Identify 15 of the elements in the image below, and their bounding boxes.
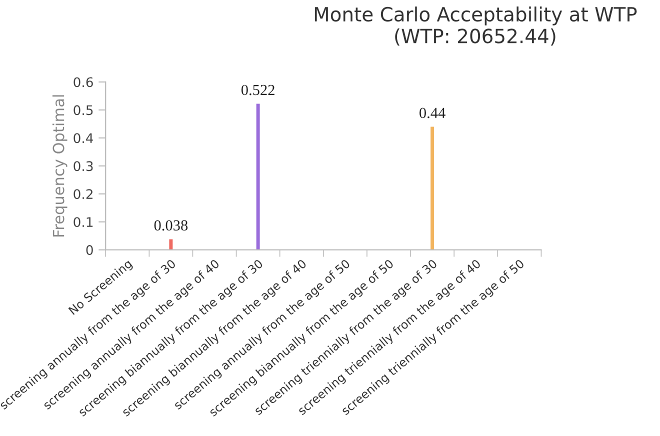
data-label: 0.44 (420, 108, 446, 118)
y-tick-label: 0 (86, 245, 93, 256)
bar (256, 104, 260, 250)
chart-title: Monte Carlo Acceptability at WTP (WTP: 20652.44) (314, 6, 637, 46)
y-axis-title: Frequency Optimal (52, 95, 68, 237)
y-tick-label: 0.1 (74, 217, 93, 228)
data-label: 0.038 (154, 220, 188, 231)
y-tick-label: 0.6 (74, 77, 93, 88)
y-tick-label: 0.5 (74, 105, 93, 116)
y-tick-label: 0.3 (74, 161, 93, 172)
y-tick-label: 0.2 (74, 189, 92, 200)
data-label: 0.522 (241, 84, 274, 96)
y-tick-label: 0.4 (74, 133, 94, 144)
bar (430, 126, 434, 250)
bar (169, 239, 173, 250)
